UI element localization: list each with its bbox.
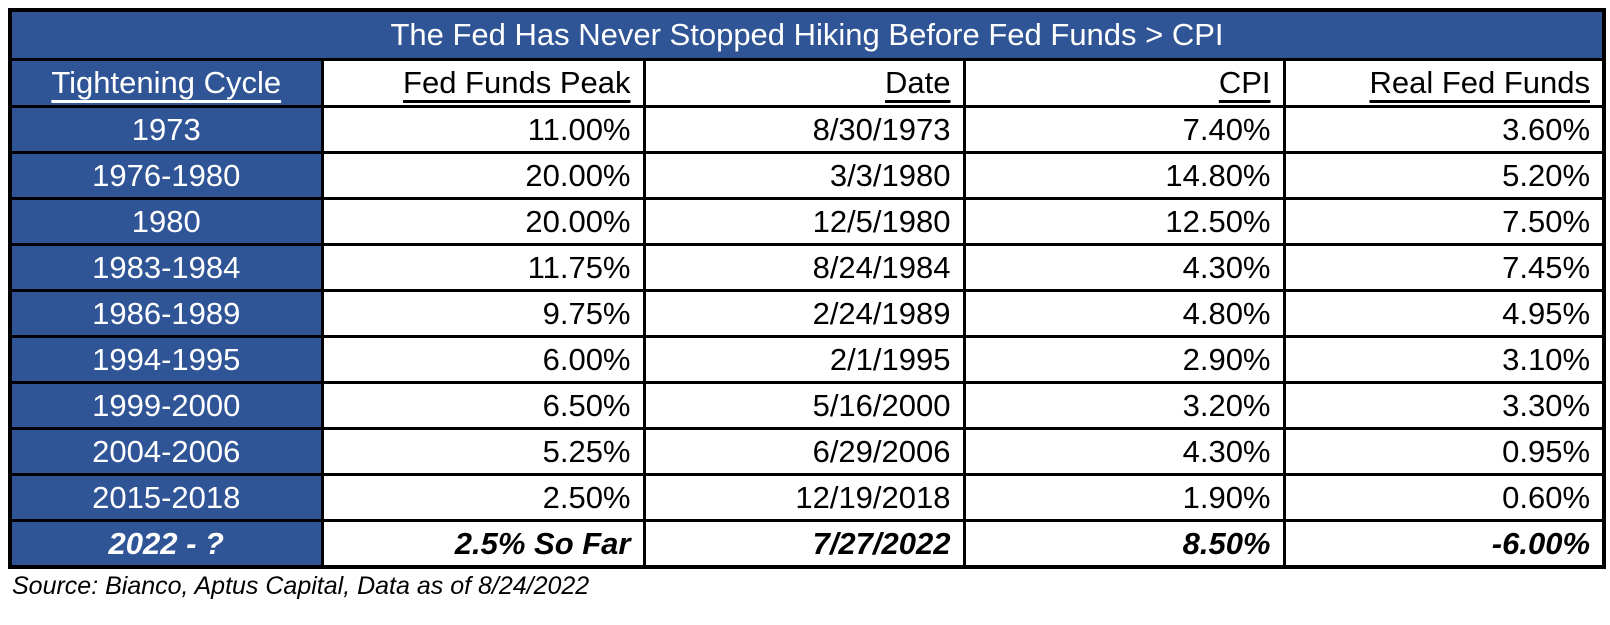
cell-date: 6/29/2006: [642, 427, 966, 476]
cell-tightening-cycle: 2022 - ?: [8, 519, 324, 569]
cell-date: 5/16/2000: [642, 381, 966, 430]
cell-tightening-cycle: 2004-2006: [8, 427, 324, 476]
table-row: 1973 11.00% 8/30/1973 7.40% 3.60%: [8, 105, 1606, 154]
cell-real-fed-funds: -6.00%: [1282, 519, 1606, 569]
cell-tightening-cycle: 1980: [8, 197, 324, 246]
cell-tightening-cycle: 1976-1980: [8, 151, 324, 200]
cell-cpi: 4.30%: [962, 243, 1286, 292]
cell-real-fed-funds: 4.95%: [1282, 289, 1606, 338]
cell-real-fed-funds: 7.50%: [1282, 197, 1606, 246]
table-row: 1980 20.00% 12/5/1980 12.50% 7.50%: [8, 197, 1606, 246]
cell-tightening-cycle: 2015-2018: [8, 473, 324, 522]
cell-cpi: 12.50%: [962, 197, 1286, 246]
table-row: 1999-2000 6.50% 5/16/2000 3.20% 3.30%: [8, 381, 1606, 430]
table-row: 1994-1995 6.00% 2/1/1995 2.90% 3.10%: [8, 335, 1606, 384]
cell-real-fed-funds: 0.95%: [1282, 427, 1606, 476]
cell-real-fed-funds: 5.20%: [1282, 151, 1606, 200]
cell-date: 3/3/1980: [642, 151, 966, 200]
cell-tightening-cycle: 1973: [8, 105, 324, 154]
column-header-cpi: CPI: [962, 58, 1286, 108]
cell-real-fed-funds: 0.60%: [1282, 473, 1606, 522]
cell-fed-funds-peak: 2.50%: [320, 473, 646, 522]
cell-fed-funds-peak: 11.75%: [320, 243, 646, 292]
cell-cpi: 8.50%: [962, 519, 1286, 569]
cell-date: 8/24/1984: [642, 243, 966, 292]
cell-cpi: 4.30%: [962, 427, 1286, 476]
cell-tightening-cycle: 1983-1984: [8, 243, 324, 292]
table-row: 1986-1989 9.75% 2/24/1989 4.80% 4.95%: [8, 289, 1606, 338]
table-title-row: The Fed Has Never Stopped Hiking Before …: [8, 8, 1606, 61]
table-title: The Fed Has Never Stopped Hiking Before …: [8, 8, 1606, 61]
table-body: 1973 11.00% 8/30/1973 7.40% 3.60% 1976-1980 20…: [8, 105, 1606, 569]
column-header-label: Fed Funds Peak: [403, 65, 631, 100]
cell-cpi: 3.20%: [962, 381, 1286, 430]
cell-cpi: 2.90%: [962, 335, 1286, 384]
cell-fed-funds-peak: 20.00%: [320, 197, 646, 246]
cell-fed-funds-peak: 5.25%: [320, 427, 646, 476]
fed-hiking-table: The Fed Has Never Stopped Hiking Before …: [8, 8, 1607, 569]
column-header-label: Real Fed Funds: [1369, 65, 1591, 100]
cell-tightening-cycle: 1999-2000: [8, 381, 324, 430]
table-row: 1976-1980 20.00% 3/3/1980 14.80% 5.20%: [8, 151, 1606, 200]
column-header-label: Date: [885, 65, 951, 100]
cell-date: 2/1/1995: [642, 335, 966, 384]
table-row: 2004-2006 5.25% 6/29/2006 4.30% 0.95%: [8, 427, 1606, 476]
cell-real-fed-funds: 3.60%: [1282, 105, 1606, 154]
table-header-row: Tightening Cycle Fed Funds Peak Date CPI…: [8, 58, 1606, 108]
cell-date: 7/27/2022: [642, 519, 966, 569]
column-header-date: Date: [642, 58, 966, 108]
cell-fed-funds-peak: 6.50%: [320, 381, 646, 430]
column-header-real-fed-funds: Real Fed Funds: [1282, 58, 1606, 108]
cell-tightening-cycle: 1994-1995: [8, 335, 324, 384]
cell-cpi: 14.80%: [962, 151, 1286, 200]
cell-fed-funds-peak: 11.00%: [320, 105, 646, 154]
cell-date: 8/30/1973: [642, 105, 966, 154]
cell-real-fed-funds: 7.45%: [1282, 243, 1606, 292]
cell-cpi: 4.80%: [962, 289, 1286, 338]
cell-date: 12/19/2018: [642, 473, 966, 522]
table-row: 2015-2018 2.50% 12/19/2018 1.90% 0.60%: [8, 473, 1606, 522]
column-header-label: Tightening Cycle: [51, 65, 282, 100]
column-header-fed-funds-peak: Fed Funds Peak: [320, 58, 646, 108]
column-header-tightening-cycle: Tightening Cycle: [8, 58, 324, 108]
table-row: 1983-1984 11.75% 8/24/1984 4.30% 7.45%: [8, 243, 1606, 292]
cell-cpi: 1.90%: [962, 473, 1286, 522]
cell-date: 2/24/1989: [642, 289, 966, 338]
column-header-label: CPI: [1218, 65, 1271, 100]
cell-fed-funds-peak: 2.5% So Far: [320, 519, 646, 569]
cell-fed-funds-peak: 6.00%: [320, 335, 646, 384]
table-row: 2022 - ? 2.5% So Far 7/27/2022 8.50% -6.00%: [8, 519, 1606, 569]
cell-real-fed-funds: 3.30%: [1282, 381, 1606, 430]
cell-fed-funds-peak: 9.75%: [320, 289, 646, 338]
source-note: Source: Bianco, Aptus Capital, Data as o…: [12, 572, 590, 600]
cell-real-fed-funds: 3.10%: [1282, 335, 1606, 384]
cell-date: 12/5/1980: [642, 197, 966, 246]
cell-fed-funds-peak: 20.00%: [320, 151, 646, 200]
cell-tightening-cycle: 1986-1989: [8, 289, 324, 338]
cell-cpi: 7.40%: [962, 105, 1286, 154]
